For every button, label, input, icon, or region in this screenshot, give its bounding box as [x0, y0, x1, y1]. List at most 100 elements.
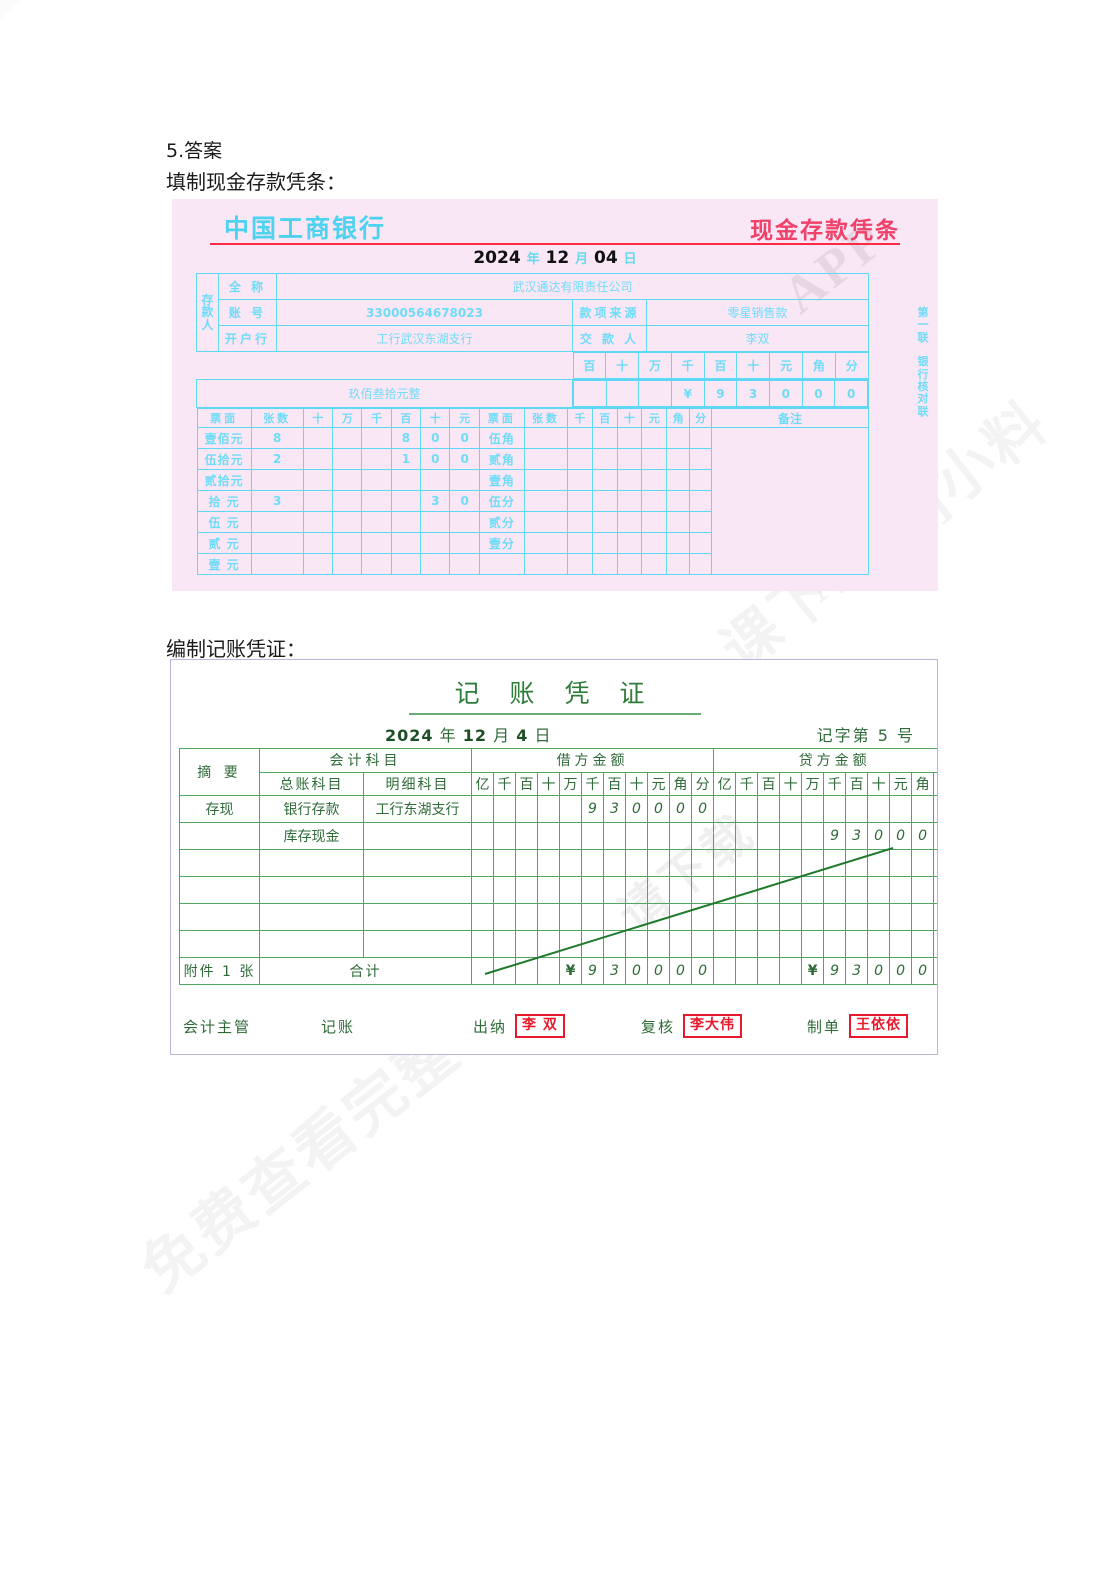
row-general-ledger[interactable] — [259, 849, 364, 878]
amount-digit-cell[interactable] — [638, 380, 672, 407]
row-debit-digit[interactable] — [603, 903, 626, 932]
row-credit-digit[interactable] — [823, 930, 847, 959]
denomination-digit[interactable] — [666, 490, 690, 512]
row-credit-digit[interactable] — [757, 849, 781, 878]
signature-reviewer[interactable]: 复核 李大伟 — [641, 1014, 807, 1038]
row-debit-digit[interactable] — [559, 822, 582, 851]
row-debit-digit[interactable] — [471, 795, 494, 824]
denomination-count[interactable] — [524, 553, 568, 575]
row-debit-digit[interactable]: 0 — [647, 795, 670, 824]
row-debit-digit[interactable] — [603, 822, 626, 851]
field-value-source[interactable]: 零星销售款 — [645, 299, 870, 326]
row-debit-digit[interactable] — [559, 849, 582, 878]
denomination-count[interactable] — [524, 532, 568, 554]
denomination-count[interactable] — [250, 553, 304, 575]
row-debit-digit[interactable]: 0 — [669, 795, 692, 824]
denomination-digit[interactable] — [449, 532, 480, 554]
denomination-digit[interactable] — [390, 469, 422, 491]
row-debit-digit[interactable] — [647, 876, 670, 905]
row-credit-digit[interactable] — [779, 822, 803, 851]
denomination-count[interactable] — [524, 511, 568, 533]
row-debit-digit[interactable] — [625, 903, 648, 932]
row-subsidiary[interactable] — [363, 822, 472, 851]
denomination-digit[interactable] — [332, 427, 363, 449]
denomination-digit[interactable] — [332, 448, 363, 470]
row-debit-digit[interactable] — [669, 930, 692, 959]
row-general-ledger[interactable] — [259, 876, 364, 905]
denomination-digit[interactable]: 0 — [449, 427, 480, 449]
row-credit-digit[interactable] — [801, 930, 825, 959]
row-debit-digit[interactable] — [647, 930, 670, 959]
amount-digit-cell[interactable]: 3 — [736, 380, 770, 407]
row-credit-digit[interactable] — [779, 903, 803, 932]
denomination-digit[interactable] — [302, 511, 334, 533]
amount-digit-cell[interactable] — [605, 380, 640, 407]
denomination-digit[interactable]: 0 — [420, 427, 451, 449]
row-credit-digit[interactable] — [911, 849, 935, 878]
denomination-digit[interactable] — [591, 532, 618, 554]
remark-cell[interactable] — [711, 427, 869, 575]
denomination-digit[interactable] — [666, 427, 690, 449]
denomination-digit[interactable] — [449, 469, 480, 491]
row-credit-digit[interactable] — [889, 876, 913, 905]
row-subsidiary[interactable]: 工行东湖支行 — [363, 795, 472, 824]
denomination-digit[interactable] — [390, 532, 422, 554]
denomination-digit[interactable] — [641, 469, 668, 491]
row-debit-digit[interactable] — [537, 876, 560, 905]
row-credit-digit[interactable] — [867, 849, 891, 878]
row-debit-digit[interactable] — [471, 822, 494, 851]
row-credit-digit[interactable] — [911, 876, 935, 905]
row-debit-digit[interactable]: 3 — [603, 795, 626, 824]
row-debit-digit[interactable] — [690, 822, 715, 851]
row-credit-digit[interactable] — [933, 930, 937, 959]
row-debit-digit[interactable] — [625, 930, 648, 959]
row-credit-digit[interactable] — [713, 822, 737, 851]
row-abstract[interactable] — [179, 822, 260, 851]
row-debit-digit[interactable] — [690, 930, 715, 959]
field-value-name[interactable]: 武汉通达有限责任公司 — [275, 273, 870, 300]
row-credit-digit[interactable] — [889, 795, 913, 824]
denomination-digit[interactable] — [641, 532, 668, 554]
row-credit-digit[interactable] — [713, 849, 737, 878]
row-debit-digit[interactable] — [690, 849, 715, 878]
denomination-digit[interactable] — [666, 553, 690, 575]
row-debit-digit[interactable] — [559, 795, 582, 824]
row-credit-digit[interactable] — [779, 876, 803, 905]
denomination-digit[interactable] — [302, 490, 334, 512]
row-credit-digit[interactable] — [823, 876, 847, 905]
row-abstract[interactable] — [179, 903, 260, 932]
denomination-digit[interactable] — [361, 553, 392, 575]
denomination-digit[interactable] — [666, 511, 690, 533]
row-debit-digit[interactable] — [471, 903, 494, 932]
row-general-ledger[interactable] — [259, 903, 364, 932]
denomination-digit[interactable] — [688, 427, 713, 449]
row-debit-digit[interactable] — [647, 849, 670, 878]
denomination-digit[interactable] — [566, 511, 593, 533]
row-debit-digit[interactable] — [581, 903, 604, 932]
row-credit-digit[interactable] — [735, 903, 759, 932]
row-credit-digit[interactable] — [713, 876, 737, 905]
denomination-digit[interactable] — [666, 469, 690, 491]
row-credit-digit[interactable] — [889, 930, 913, 959]
row-general-ledger[interactable] — [259, 930, 364, 959]
denomination-digit[interactable] — [449, 511, 480, 533]
denomination-digit[interactable] — [390, 553, 422, 575]
denomination-digit[interactable] — [332, 490, 363, 512]
denomination-digit[interactable] — [566, 532, 593, 554]
denomination-count[interactable] — [524, 448, 568, 470]
denomination-digit[interactable] — [591, 490, 618, 512]
field-value-bank-branch[interactable]: 工行武汉东湖支行 — [276, 325, 573, 352]
row-credit-digit[interactable] — [735, 795, 759, 824]
row-debit-digit[interactable] — [493, 822, 516, 851]
row-credit-digit[interactable] — [735, 876, 759, 905]
denomination-digit[interactable] — [566, 448, 593, 470]
denomination-digit[interactable] — [332, 469, 363, 491]
row-credit-digit[interactable] — [735, 849, 759, 878]
row-credit-digit[interactable] — [757, 822, 781, 851]
row-credit-digit[interactable] — [823, 849, 847, 878]
amount-digit-cell[interactable]: 0 — [834, 380, 869, 407]
denomination-digit[interactable] — [566, 427, 593, 449]
denomination-digit[interactable] — [302, 532, 334, 554]
row-credit-digit[interactable]: 0 — [889, 822, 913, 851]
denomination-digit[interactable] — [688, 553, 713, 575]
